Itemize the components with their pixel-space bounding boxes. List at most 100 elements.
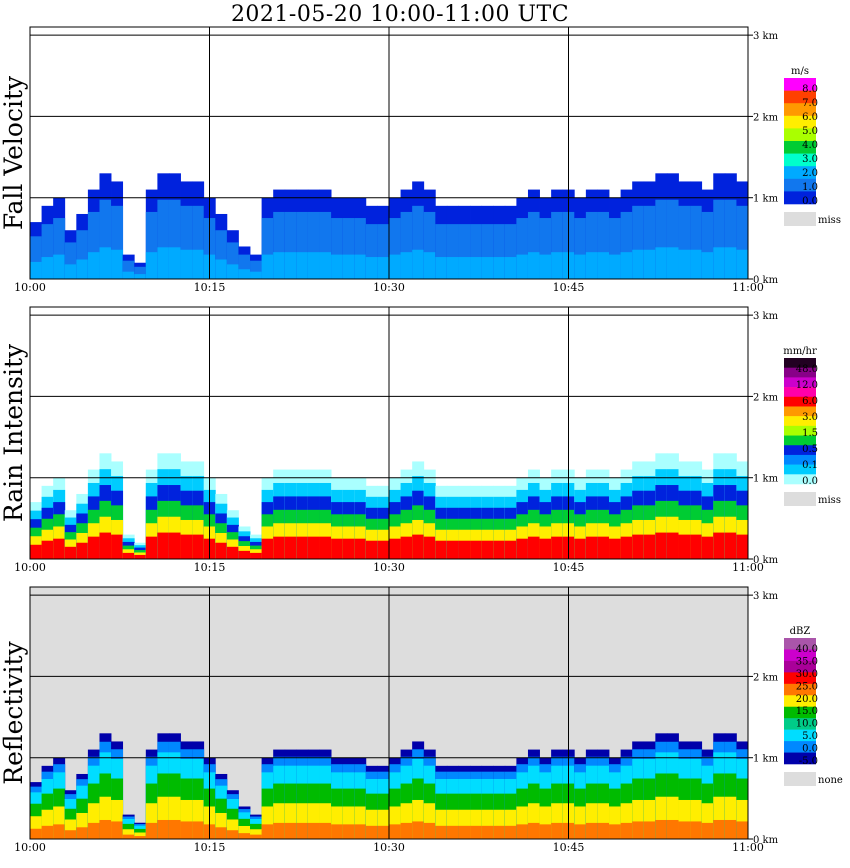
echo-column [64,819,77,839]
legend-miss-swatch [784,492,816,506]
legend-miss-label: none [818,775,843,786]
x-tick-label: 10:00 [14,281,46,294]
echo-column [446,809,459,839]
echo-column [331,824,344,839]
echo-column [157,247,170,279]
legend-label: 4.0 [802,140,818,151]
echo-column [551,822,564,839]
legend-swatch [784,128,816,142]
echo-column [168,247,181,279]
echo-column [620,211,633,279]
km-tick-label: 2 km [753,672,779,683]
echo-column [111,821,124,839]
echo-column [53,806,66,839]
legend-swatch [784,153,816,167]
echo-column [389,538,401,559]
echo-column [516,538,529,559]
echo-column [354,254,367,279]
echo-column [481,257,494,279]
echo-column [724,199,737,279]
x-tick-label: 10:30 [373,841,405,854]
echo-column [215,812,228,839]
echo-column [284,803,297,839]
echo-column [736,821,749,839]
echo-column [307,252,320,279]
legend-label: 10.0 [796,719,818,730]
echo-column [331,254,344,279]
echo-column [609,538,622,559]
echo-column [226,819,239,839]
echo-column [690,534,703,559]
x-tick-label: 10:30 [373,281,405,294]
x-tick-label: 10:45 [553,561,585,574]
echo-column [145,536,158,559]
echo-column [319,803,332,839]
x-tick-label: 10:30 [373,561,405,574]
echo-column [30,261,42,279]
echo-column [643,534,656,559]
echo-column [180,534,193,559]
echo-column [307,822,320,839]
echo-column [713,532,726,559]
km-tick-label: 2 km [753,392,779,403]
echo-column [458,809,471,839]
echo-column [377,809,390,839]
echo-column [87,803,100,839]
echo-column [493,825,506,839]
echo-column [446,224,459,279]
axis-ylabel: Reflectivity [0,640,28,784]
x-tick-label: 10:15 [194,281,226,294]
echo-column [713,199,726,279]
echo-column [400,536,413,559]
echo-column [342,806,355,839]
legend-swatch [784,78,816,91]
echo-column [307,211,320,279]
echo-column [585,211,598,279]
x-tick-label: 11:00 [732,281,764,294]
x-tick-label: 10:00 [14,841,46,854]
km-tick-label: 3 km [753,31,779,42]
echo-column [41,540,54,559]
echo-column [87,822,100,839]
echo-column [713,819,726,839]
echo-column [145,252,158,279]
echo-column [238,269,251,279]
echo-column [331,806,344,839]
echo-column [597,803,610,839]
echo-column [273,822,286,839]
echo-column [690,205,703,279]
legend-label: 0.1 [802,460,818,471]
legend-swatch [784,435,816,446]
echo-column [574,824,587,839]
echo-column [250,834,263,839]
echo-column [226,830,239,839]
echo-column [30,816,42,839]
echo-column [736,249,749,279]
legend-miss-label: miss [818,215,841,226]
echo-column [701,803,714,839]
echo-column [666,247,679,279]
echo-column [134,836,147,839]
echo-column [342,254,355,279]
echo-column [493,540,506,559]
km-tick-label: 0 km [753,275,779,286]
echo-column [481,825,494,839]
echo-column [724,796,737,839]
legend-swatch [784,115,816,129]
echo-column [377,540,390,559]
echo-column [620,536,633,559]
legend-miss-label: miss [818,495,841,506]
echo-column [632,205,645,279]
legend-swatch [784,387,816,398]
echo-column [319,211,332,279]
legend-unit: m/s [791,66,809,77]
echo-column [423,822,436,839]
legend-label: 2.0 [802,168,818,179]
echo-column [99,796,112,839]
legend-label: 40.0 [796,644,818,655]
echo-column [481,540,494,559]
echo-column [226,546,239,559]
echo-column [643,799,656,839]
echo-column [354,218,367,279]
